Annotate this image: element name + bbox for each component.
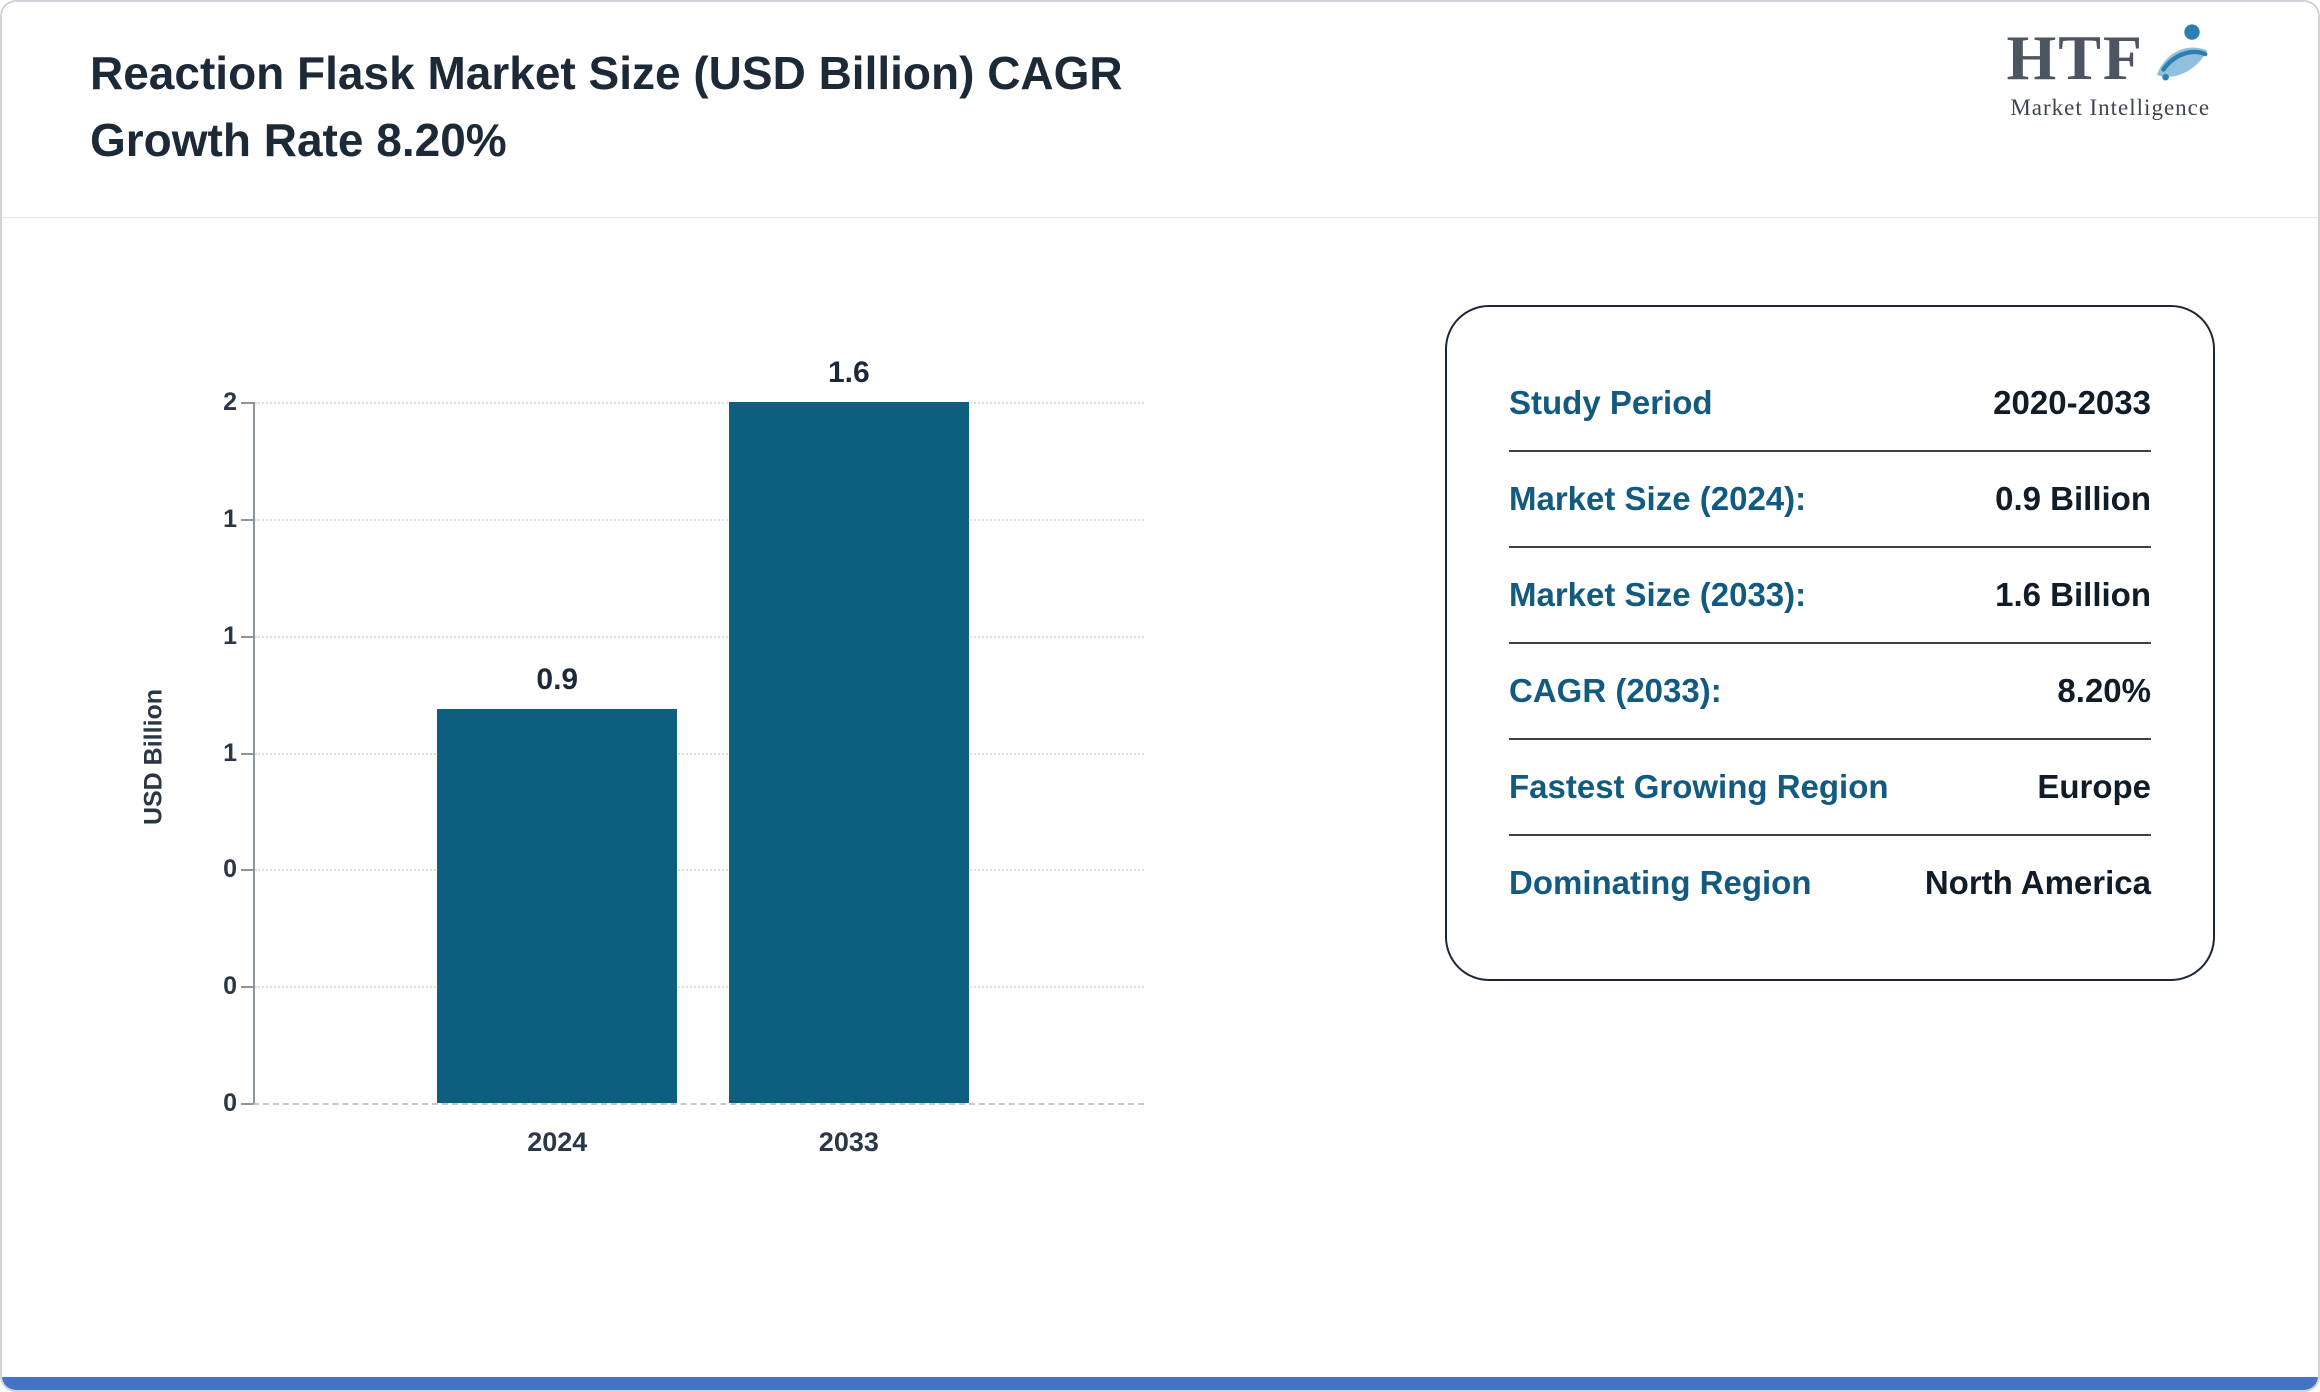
y-axis-tick [241,753,253,755]
info-row-cagr: CAGR (2033): 8.20% [1509,644,2151,740]
info-row-dominating-region: Dominating Region North America [1509,836,2151,930]
footer-bar [2,1377,2318,1390]
gridline [255,869,1144,871]
y-axis-tick-label: 0 [223,972,237,1000]
gridline [255,986,1144,988]
info-value: 8.20% [2057,672,2151,709]
info-row-study-period: Study Period 2020-2033 [1509,356,2151,452]
y-axis-tick [241,1103,253,1105]
info-row-market-size-2033: Market Size (2033): 1.6 Billion [1509,548,2151,644]
y-axis-tick [241,402,253,404]
bar-2033 [728,402,969,1103]
y-axis-tick-label: 2 [223,388,237,416]
info-label: CAGR (2033): [1509,672,1722,709]
info-value: 2020-2033 [1993,384,2151,421]
bar-2024 [437,709,678,1103]
gridline [255,402,1144,404]
gridline [255,753,1144,755]
info-label: Dominating Region [1509,864,1812,901]
info-value: North America [1924,864,2151,901]
info-label: Market Size (2033): [1509,576,1807,613]
bar-value-label: 0.9 [536,663,579,696]
gridline [255,519,1144,521]
y-axis-tick-label: 0 [223,1089,237,1117]
y-axis-tick-label: 1 [223,739,237,767]
info-value: Europe [2037,768,2151,805]
logo-subtext: Market Intelligence [2010,95,2211,120]
logo-row: HTF [2006,22,2214,93]
y-axis-tick-label: 1 [223,505,237,533]
page-title: Reaction Flask Market Size (USD Billion)… [90,40,1123,173]
logo-swoosh-icon [2148,20,2214,91]
bar-value-label: 1.6 [827,356,870,389]
info-label: Market Size (2024): [1509,480,1807,517]
plot-area: 0.9 2024 1.6 2033 [241,356,1144,1157]
x-axis-category-label: 2033 [818,1127,879,1157]
info-value: 1.6 Billion [1995,576,2151,613]
y-axis-tick [241,636,253,638]
info-label: Fastest Growing Region [1509,768,1889,805]
y-axis-tick [241,986,253,988]
info-value: 0.9 Billion [1995,480,2151,517]
y-axis-tick-label: 1 [223,622,237,650]
header: Reaction Flask Market Size (USD Billion)… [2,2,2318,218]
y-axis-tick-label: 0 [223,855,237,883]
info-row-market-size-2024: Market Size (2024): 0.9 Billion [1509,452,2151,548]
y-axis-tick [241,519,253,521]
gridline [255,636,1144,638]
title-line-2: Growth Rate 8.20% [90,113,507,166]
title-line-1: Reaction Flask Market Size (USD Billion)… [90,47,1123,99]
logo-text: HTF [2006,22,2144,93]
info-label: Study Period [1509,384,1713,421]
x-axis-category-label: 2024 [527,1127,588,1157]
info-row-fastest-growing-region: Fastest Growing Region Europe [1509,740,2151,836]
info-card: Study Period 2020-2033 Market Size (2024… [1445,305,2215,981]
brand-logo: HTF Market Intelligence [2006,22,2214,121]
y-axis-tick [241,869,253,871]
